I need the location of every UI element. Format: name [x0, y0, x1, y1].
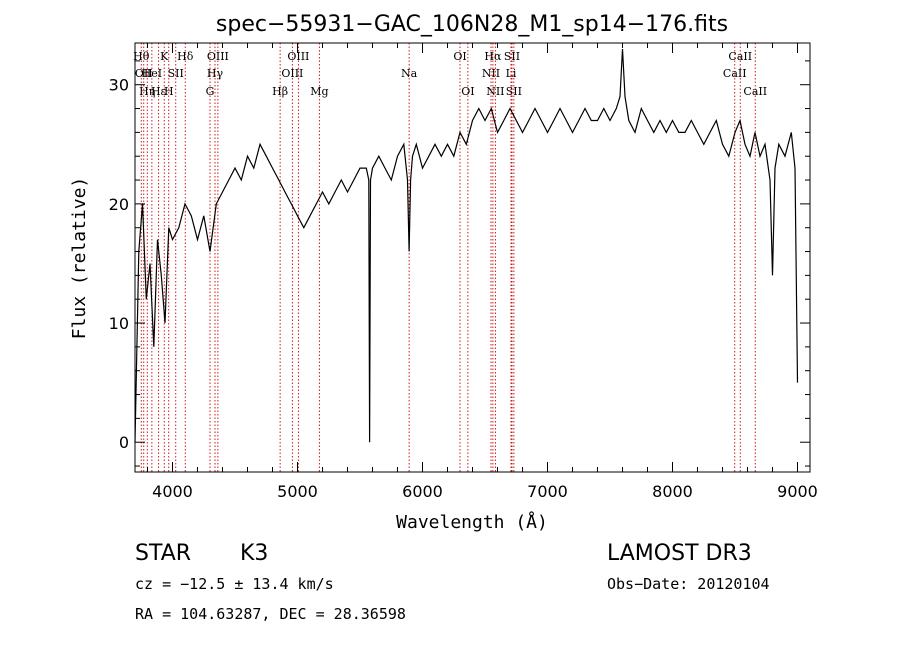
- x-tick-label: 8000: [652, 482, 693, 501]
- spectral-line-label: Hβ: [272, 85, 288, 98]
- spectral-line-label: Hδ: [177, 50, 194, 63]
- spectral-line-labels: Hθ OII Hη HeI Hε K H SII Hδ G Hγ OIII Hβ OIII OIII Mg Na…: [133, 50, 767, 98]
- spectral-line-markers: [140, 43, 756, 472]
- spectral-line-label: H: [164, 85, 174, 98]
- spectral-line-label: G: [206, 85, 215, 98]
- plot-frame: [134, 42, 811, 473]
- spectral-line-label: Na: [401, 67, 418, 80]
- x-tick-label: 7000: [527, 482, 568, 501]
- spectral-line-label: Li: [506, 67, 517, 80]
- spectral-line-label: HeI: [142, 67, 162, 80]
- spectral-line-label: Hε: [151, 85, 167, 98]
- y-tick-label: 10: [109, 314, 129, 333]
- y-axis-ticks: 0 10 20 30: [109, 60, 810, 467]
- spectral-line-label: OIII: [281, 67, 303, 80]
- x-axis-ticks: 4000 5000 6000 7000 8000 9000: [147, 43, 818, 501]
- spectral-line-label: OI: [453, 50, 466, 63]
- obs-date-text: Obs−Date: 20120104: [607, 575, 770, 593]
- y-tick-label: 20: [109, 195, 129, 214]
- x-tick-label: 9000: [777, 482, 818, 501]
- spectral-line-label: SII: [504, 50, 520, 63]
- spectral-line-label: CaII: [723, 67, 747, 80]
- spectral-line-label: NII: [486, 85, 504, 98]
- redshift-text: cz = −12.5 ± 13.4 km/s: [135, 575, 334, 593]
- y-tick-label: 0: [119, 433, 129, 452]
- spectral-line-label: Hα: [484, 50, 502, 63]
- y-tick-label: 30: [109, 76, 129, 95]
- x-tick-label: 5000: [277, 482, 318, 501]
- spectral-line-label: K: [160, 50, 169, 63]
- spectral-line-label: Hθ: [133, 50, 150, 63]
- object-class: STAR: [135, 541, 191, 566]
- spectral-line-label: CaII: [743, 85, 767, 98]
- x-tick-label: 6000: [402, 482, 443, 501]
- spectral-line-label: CaII: [728, 50, 752, 63]
- spectral-line-label: OIII: [207, 50, 229, 63]
- spectral-line-label: NII: [482, 67, 500, 80]
- spectrum-series-line: [134, 48, 799, 443]
- spectral-line-label: SII: [168, 67, 184, 80]
- spectral-line-label: SII: [506, 85, 522, 98]
- survey-name: LAMOST DR3: [607, 541, 752, 566]
- x-axis-label: Wavelength (Å): [396, 511, 548, 533]
- object-subclass: K3: [240, 541, 268, 566]
- spectral-line-label: Hγ: [207, 67, 224, 80]
- coordinates-text: RA = 104.63287, DEC = 28.36598: [135, 605, 406, 623]
- x-tick-label: 4000: [152, 482, 193, 501]
- y-axis-label: Flux (relative): [69, 177, 90, 340]
- spectral-line-label: Mg: [310, 85, 328, 98]
- spectral-line-label: Hη: [139, 85, 155, 98]
- chart-title: spec−55931−GAC_106N28_M1_sp14−176.fits: [216, 12, 728, 37]
- spectral-line-label: OII: [135, 67, 153, 80]
- spectral-line-label: OIII: [287, 50, 309, 63]
- spectral-line-label: OI: [461, 85, 474, 98]
